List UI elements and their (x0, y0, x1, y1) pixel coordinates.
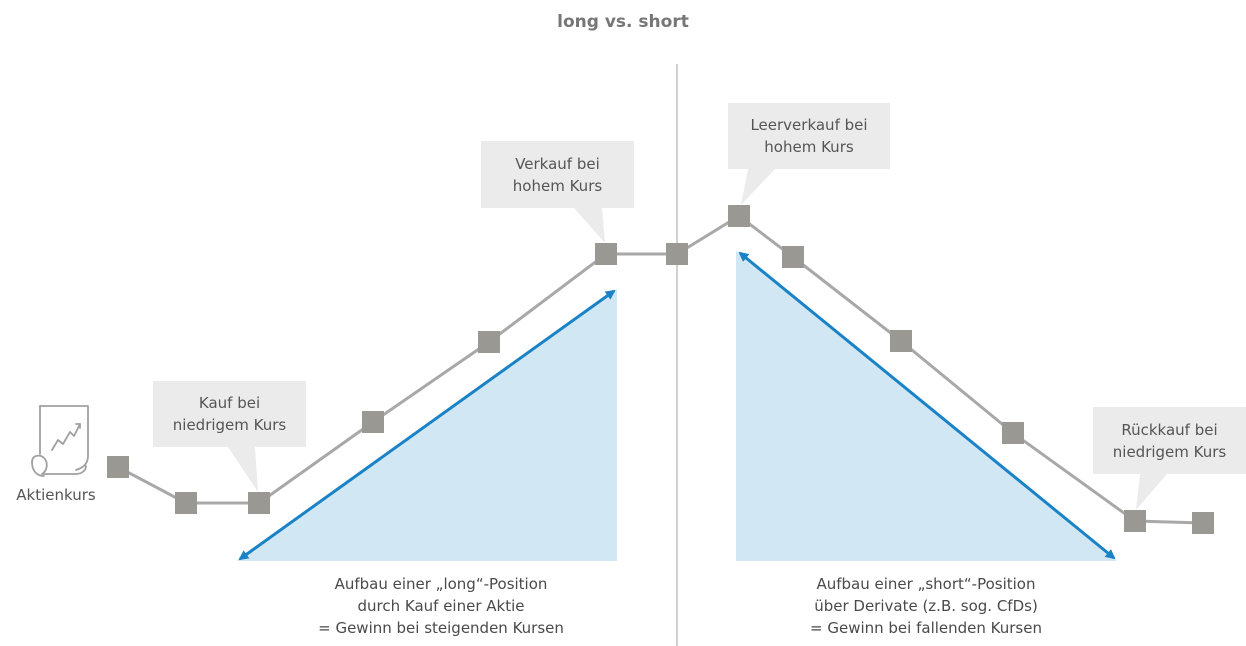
long-profit-arrow (238, 289, 616, 561)
callout-buy-low-line-1: Kauf bei (198, 394, 261, 412)
short-profit-arrow (738, 251, 1116, 560)
price-line (117, 214, 1204, 525)
diagram-title: long vs. short (557, 12, 689, 32)
callout-sell-high-line-2: hohem Kurs (512, 176, 603, 195)
caption-long-line-2: durch Kauf einer Aktie (357, 597, 525, 615)
caption-long-position: Aufbau einer „long“-Position durch Kauf … (256, 573, 626, 639)
callout-pointer-sell-high (574, 208, 605, 243)
callout-buy-back-low-line-2: niedrigem Kurs (1112, 442, 1227, 461)
caption-short-line-2: über Derivate (z.B. sog. CfDs) (814, 597, 1038, 615)
callout-short-sell-high-line-2: hohem Kurs (764, 138, 854, 156)
price-node-buy-back (1124, 510, 1146, 532)
caption-long-line-3: = Gewinn bei steigenden Kursen (318, 619, 564, 637)
price-node (175, 492, 197, 514)
price-node (666, 243, 688, 265)
price-nodes (107, 205, 1214, 534)
price-node-short-sell (728, 205, 750, 227)
price-node (362, 411, 384, 433)
caption-short-line-3: = Gewinn bei fallenden Kursen (810, 619, 1042, 637)
price-node-buy (248, 492, 270, 514)
price-node (890, 330, 912, 352)
caption-short-line-1: Aufbau einer „short“-Position (816, 575, 1036, 593)
price-node (1192, 512, 1214, 534)
price-node (782, 246, 804, 268)
price-node (478, 331, 500, 353)
price-node (107, 456, 129, 478)
caption-short-position: Aufbau einer „short“-Position über Deriv… (736, 573, 1116, 639)
stock-price-label: Aktienkurs (16, 486, 96, 504)
callout-buy-low-line-2: niedrigem Kurs (172, 416, 287, 434)
price-node (1002, 422, 1024, 444)
caption-long-line-1: Aufbau einer „long“-Position (334, 575, 548, 593)
callout-buy-low: Kauf bei niedrigem Kurs (153, 381, 306, 447)
callout-sell-high-line-1: Verkauf bei (515, 154, 600, 173)
callout-buy-back-low-line-1: Rückkauf bei (1121, 420, 1218, 439)
callout-pointer-short-sell-high (741, 169, 775, 205)
callout-short-sell-high: Leerverkauf bei hohem Kurs (728, 103, 890, 169)
callout-pointer-buy-low (228, 447, 258, 492)
callout-pointer-buy-back-low (1136, 474, 1167, 510)
callout-short-sell-high-line-1: Leerverkauf bei (750, 116, 868, 134)
callout-buy-back-low: Rückkauf bei niedrigem Kurs (1093, 407, 1246, 474)
callout-sell-high: Verkauf bei hohem Kurs (481, 141, 634, 208)
stock-chart-document-icon (31, 405, 89, 477)
price-node-sell (595, 243, 617, 265)
